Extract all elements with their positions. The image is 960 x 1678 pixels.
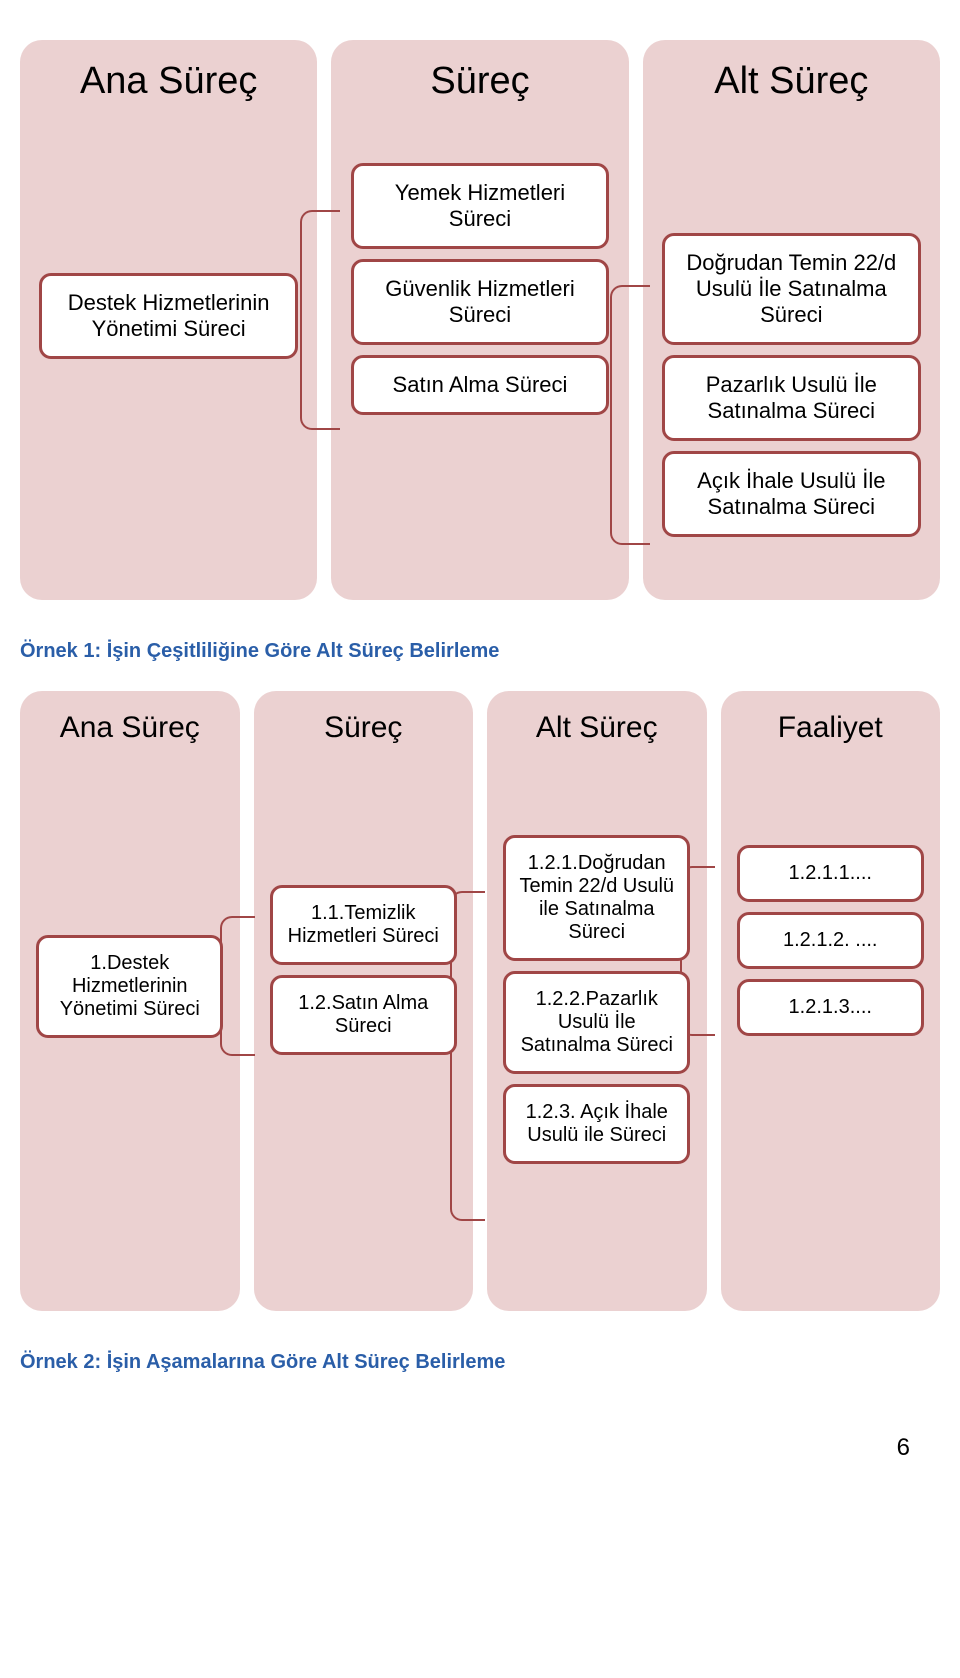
caption-2: Örnek 2: İşin Aşamalarına Göre Alt Süreç…: [20, 1351, 940, 1374]
connector: [300, 210, 340, 430]
node: 1.2.Satın Alma Süreci: [270, 975, 457, 1055]
column-title: Alt Süreç: [651, 60, 932, 103]
column-ana-surec: Ana Süreç Destek Hizmetlerinin Yönetimi …: [20, 40, 317, 600]
column-title: Ana Süreç: [28, 60, 309, 103]
node: 1.1.Temizlik Hizmetleri Süreci: [270, 885, 457, 965]
node: 1.2.1.Doğrudan Temin 22/d Usulü ile Satı…: [503, 835, 690, 961]
column-alt-surec: Alt Süreç Doğrudan Temin 22/d Usulü İle …: [643, 40, 940, 600]
column-surec: Süreç Yemek Hizmetleri Süreci Güvenlik H…: [331, 40, 628, 600]
column-alt-surec: Alt Süreç 1.2.1.Doğrudan Temin 22/d Usul…: [487, 691, 707, 1311]
connector: [220, 916, 255, 1056]
caption-1: Örnek 1: İşin Çeşitliliğine Göre Alt Sür…: [20, 640, 940, 663]
column-title: Süreç: [262, 711, 466, 745]
column-title: Faaliyet: [729, 711, 933, 745]
column-title: Ana Süreç: [28, 711, 232, 745]
node: 1.2.1.1....: [737, 845, 924, 902]
node: Satın Alma Süreci: [351, 355, 610, 415]
column-title: Alt Süreç: [495, 711, 699, 745]
node: 1.2.3. Açık İhale Usulü ile Süreci: [503, 1084, 690, 1164]
connector: [610, 285, 650, 545]
node: Güvenlik Hizmetleri Süreci: [351, 259, 610, 345]
node: 1.Destek Hizmetlerinin Yönetimi Süreci: [36, 935, 223, 1038]
node: Açık İhale Usulü İle Satınalma Süreci: [662, 451, 921, 537]
node: 1.2.2.Pazarlık Usulü İle Satınalma Sürec…: [503, 971, 690, 1074]
column-surec: Süreç 1.1.Temizlik Hizmetleri Süreci 1.2…: [254, 691, 474, 1311]
node: Pazarlık Usulü İle Satınalma Süreci: [662, 355, 921, 441]
node: 1.2.1.3....: [737, 979, 924, 1036]
column-title: Süreç: [339, 60, 620, 103]
column-faaliyet: Faaliyet 1.2.1.1.... 1.2.1.2. .... 1.2.1…: [721, 691, 941, 1311]
node: Doğrudan Temin 22/d Usulü İle Satınalma …: [662, 233, 921, 345]
diagram-1: Ana Süreç Destek Hizmetlerinin Yönetimi …: [20, 40, 940, 600]
page-number: 6: [20, 1434, 940, 1462]
node: Destek Hizmetlerinin Yönetimi Süreci: [39, 273, 298, 359]
node: Yemek Hizmetleri Süreci: [351, 163, 610, 249]
node: 1.2.1.2. ....: [737, 912, 924, 969]
column-ana-surec: Ana Süreç 1.Destek Hizmetlerinin Yönetim…: [20, 691, 240, 1311]
diagram-2: Ana Süreç 1.Destek Hizmetlerinin Yönetim…: [20, 691, 940, 1311]
